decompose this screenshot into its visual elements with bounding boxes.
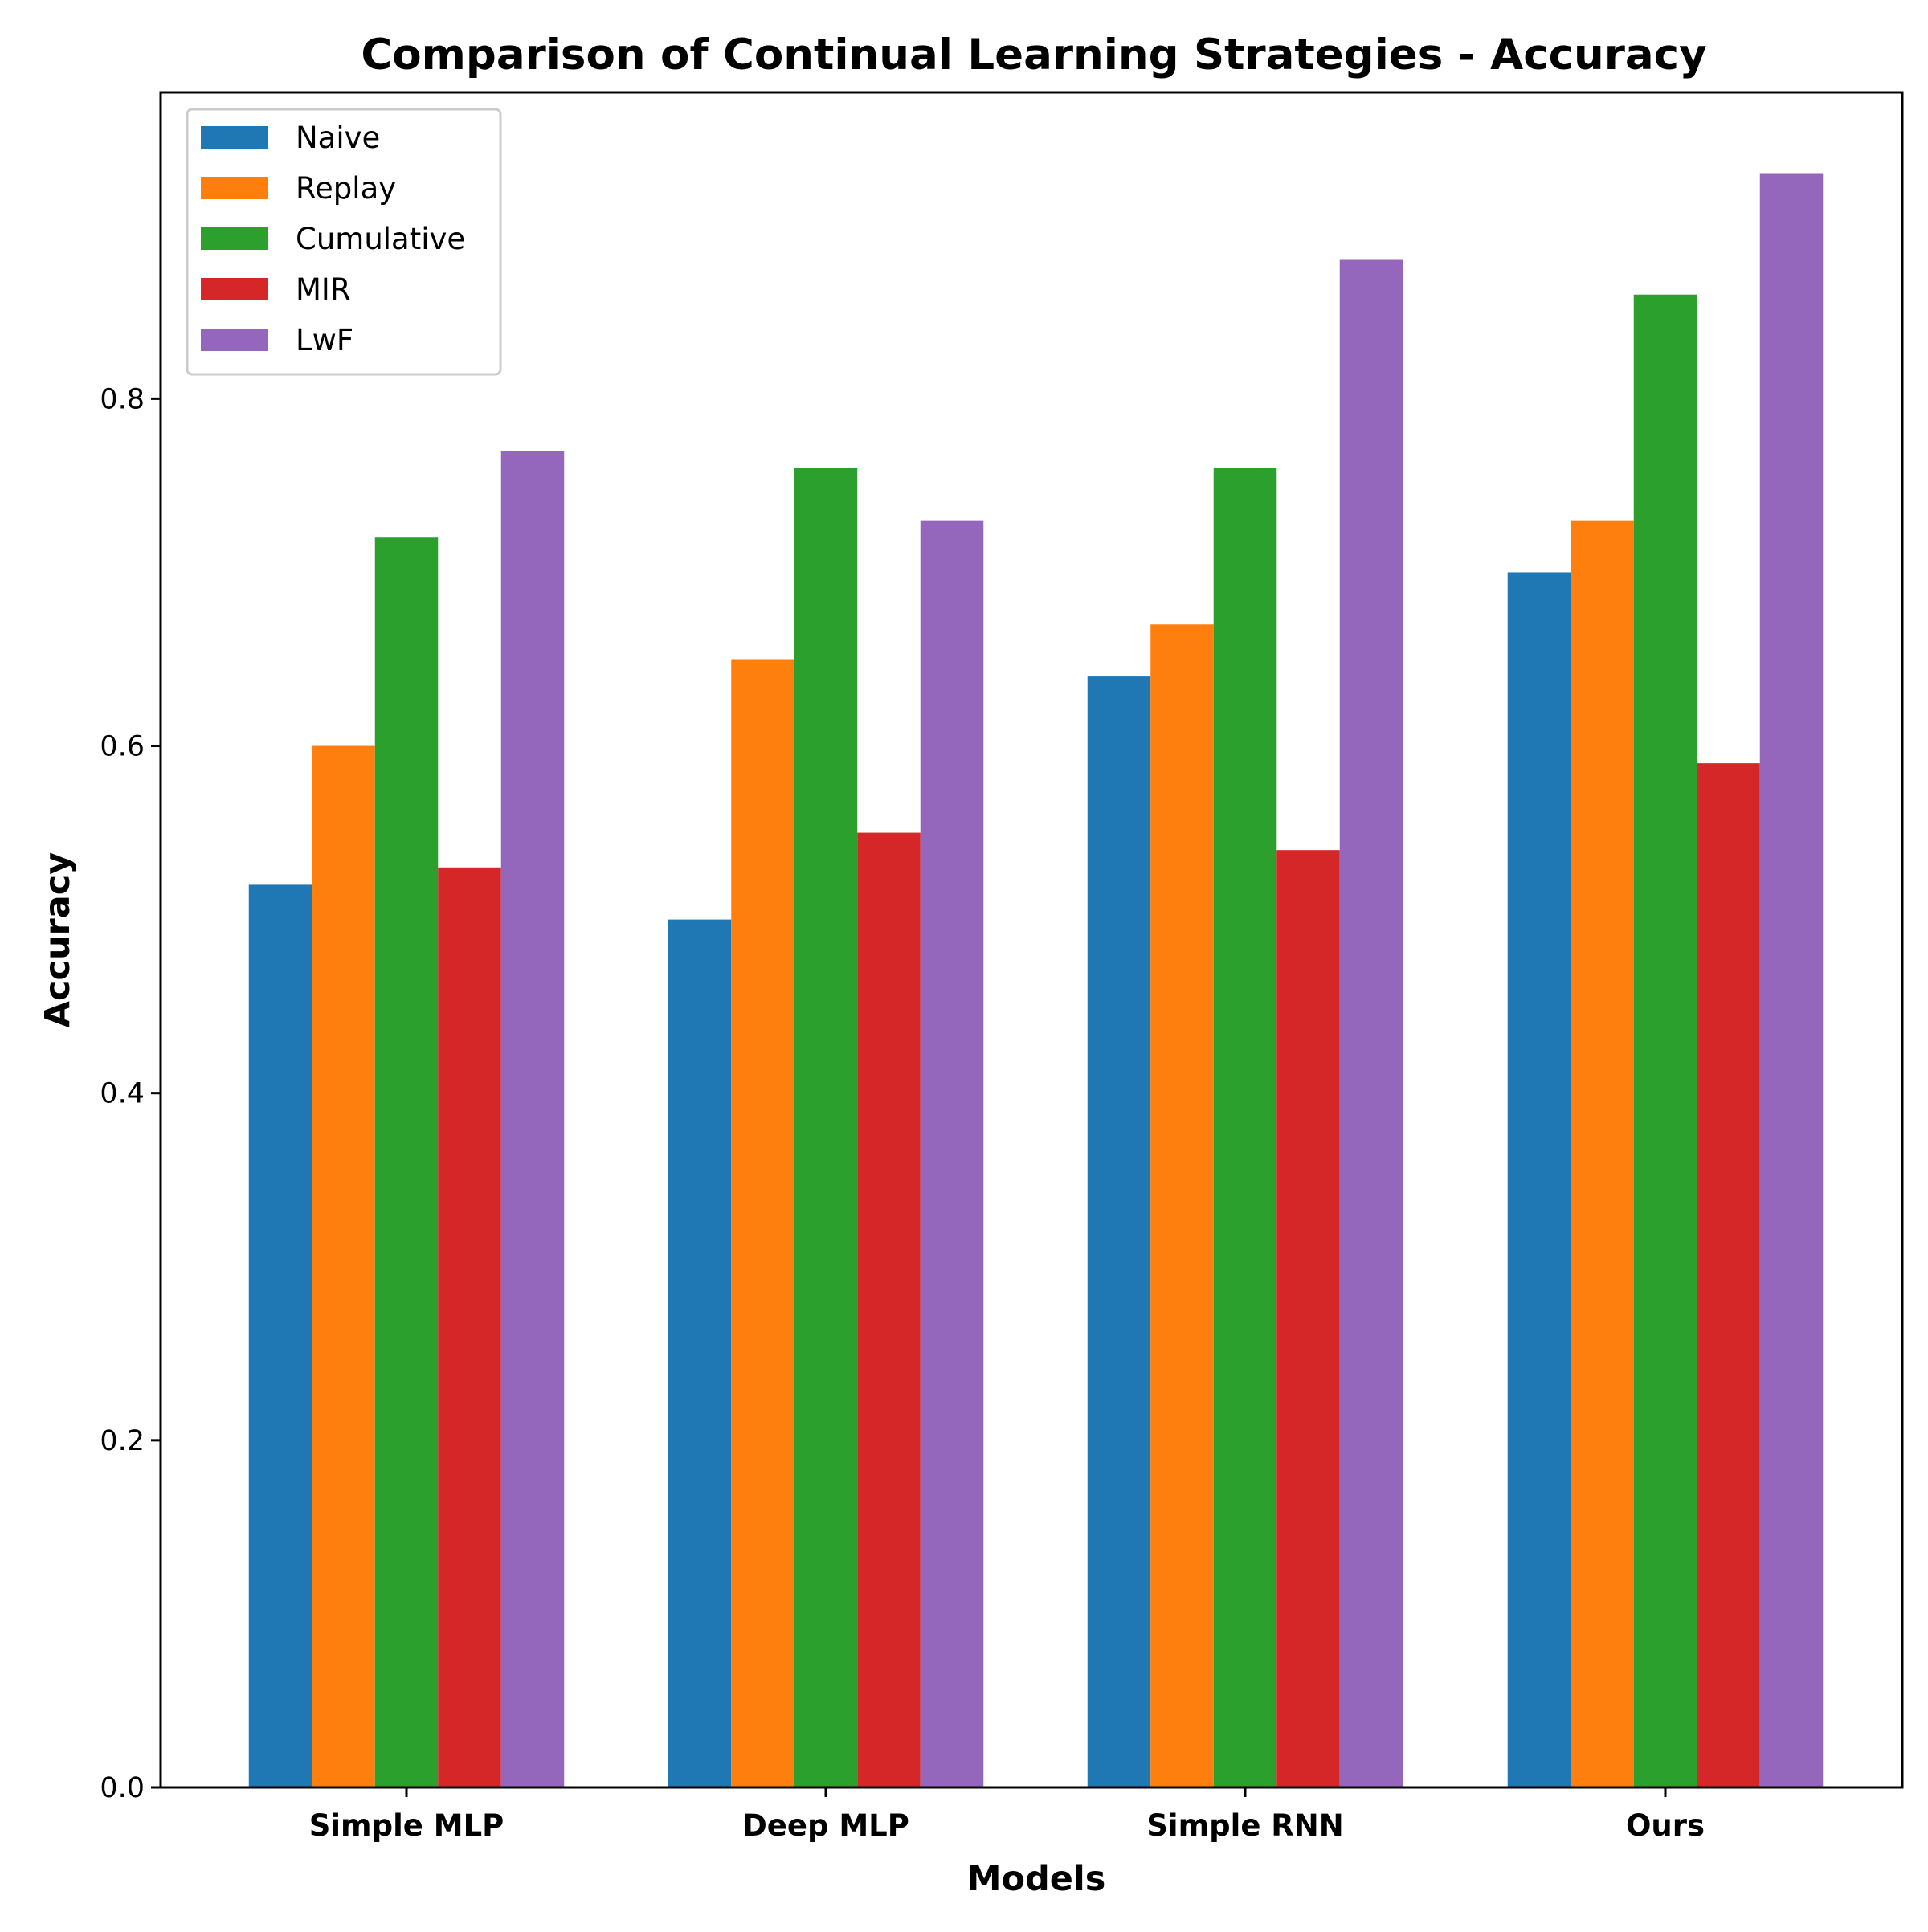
bar-lwf-simple-rnn [1339, 259, 1403, 1787]
y-axis: 0.0 0.2 0.4 0.6 0.8 [100, 383, 161, 1804]
bar-lwf-ours [1759, 173, 1824, 1788]
plot-frame [159, 91, 1904, 1789]
bar-lwf-deep-mlp [920, 520, 984, 1787]
legend-box [186, 108, 502, 376]
y-axis-label: Accuracy [38, 852, 78, 1028]
legend: Naive Replay Cumulative MIR LwF [186, 108, 502, 376]
x-tick-label: Ours [1626, 1808, 1705, 1843]
y-tick-label: 0.8 [100, 383, 145, 415]
y-tick-label: 0.4 [100, 1078, 145, 1110]
legend-swatch-replay [201, 177, 268, 199]
bar-naive-deep-mlp [668, 919, 732, 1787]
x-tick-label: Simple RNN [1146, 1808, 1343, 1843]
y-tick-label: 0.2 [100, 1425, 145, 1457]
bar-replay-simple-mlp [312, 745, 375, 1787]
chart-title: Comparison of Continual Learning Strateg… [361, 31, 1706, 80]
bar-mir-simple-rnn [1276, 850, 1340, 1787]
y-tick-label: 0.6 [100, 731, 145, 763]
x-axis-label: Models [967, 1859, 1106, 1899]
bar-cumulative-ours [1633, 294, 1697, 1788]
legend-swatch-naive [201, 126, 268, 149]
bar-replay-ours [1571, 520, 1634, 1787]
bar-naive-simple-mlp [248, 884, 312, 1787]
x-tick-label: Deep MLP [742, 1808, 909, 1843]
bar-cumulative-deep-mlp [794, 468, 858, 1787]
x-axis: Simple MLP Deep MLP Simple RNN Ours [309, 1787, 1705, 1843]
legend-label-mir: MIR [296, 272, 351, 307]
bar-cumulative-simple-mlp [374, 537, 439, 1787]
legend-label-cumulative: Cumulative [296, 222, 465, 256]
legend-swatch-lwf [201, 329, 268, 351]
bar-cumulative-simple-rnn [1213, 468, 1277, 1787]
y-tick-label: 0.0 [100, 1772, 145, 1804]
legend-swatch-cumulative [201, 227, 268, 250]
bar-mir-ours [1697, 763, 1760, 1787]
bar-naive-ours [1507, 572, 1571, 1788]
legend-label-lwf: LwF [296, 323, 353, 357]
legend-swatch-mir [201, 278, 268, 300]
bar-mir-simple-mlp [438, 867, 501, 1787]
bar-mir-deep-mlp [857, 832, 921, 1787]
bar-lwf-simple-mlp [500, 451, 565, 1788]
bar-replay-deep-mlp [731, 659, 794, 1787]
legend-label-naive: Naive [296, 120, 380, 155]
legend-label-replay: Replay [296, 171, 396, 206]
bars-layer [248, 173, 1824, 1788]
bar-naive-simple-rnn [1087, 676, 1151, 1787]
bar-replay-simple-rnn [1150, 624, 1214, 1787]
x-tick-label: Simple MLP [309, 1808, 504, 1843]
